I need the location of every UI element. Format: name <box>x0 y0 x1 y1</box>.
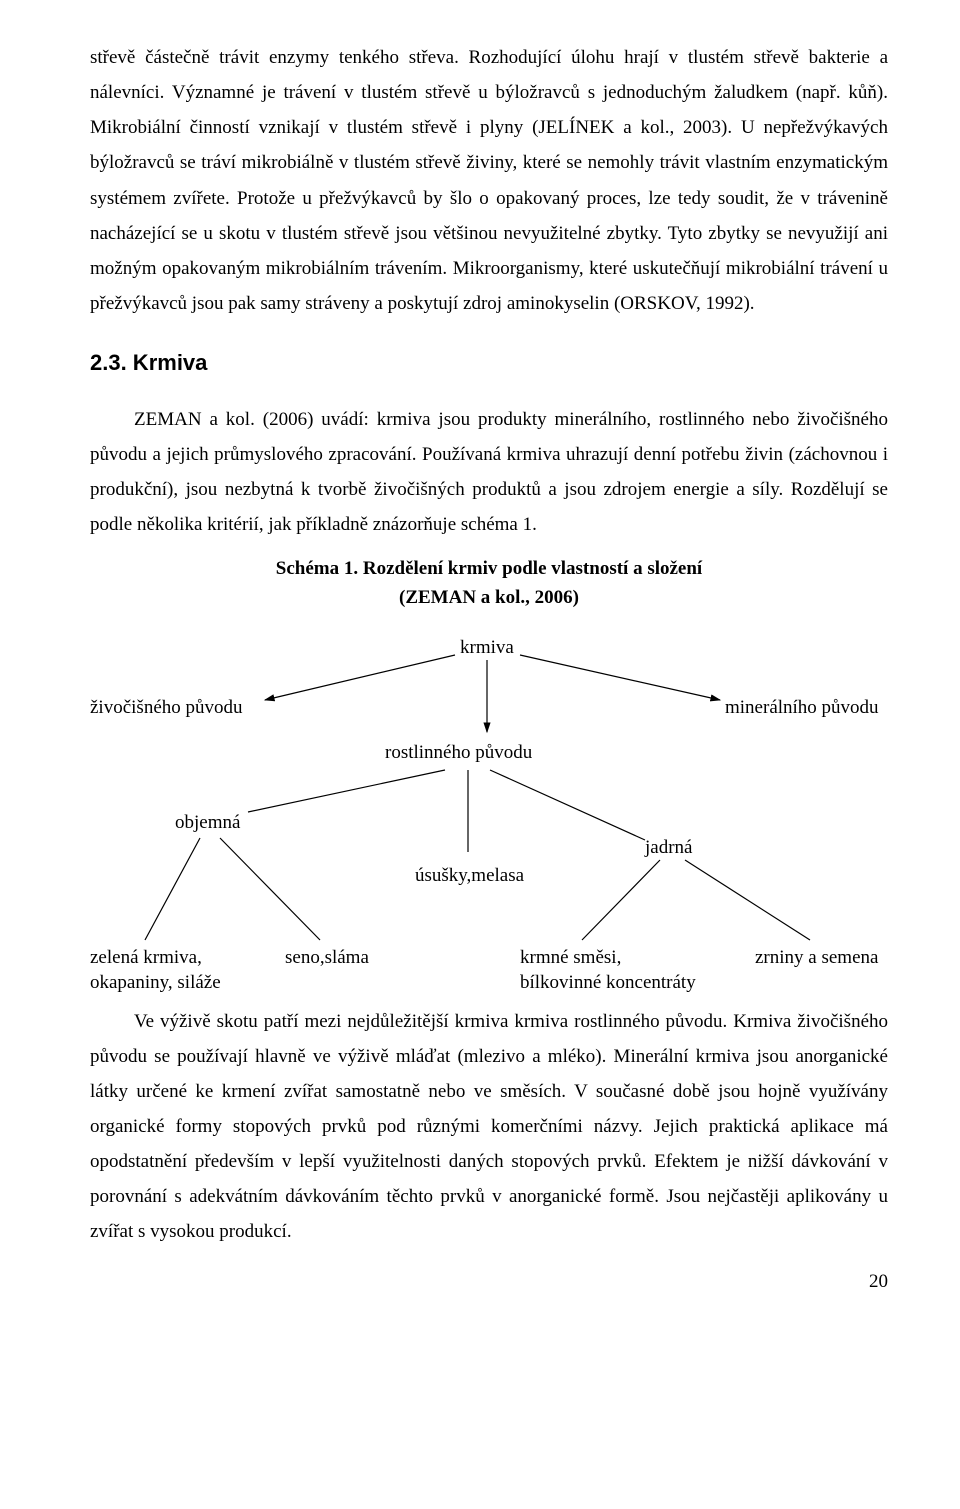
section-heading-krmiva: 2.3. Krmiva <box>90 343 888 384</box>
node-usus: úsušky,melasa <box>415 858 524 893</box>
node-zelena2: okapaniny, siláže <box>90 965 221 1000</box>
node-zivoc: živočišného původu <box>90 690 243 725</box>
node-seno: seno,sláma <box>285 940 369 975</box>
paragraph-intro: střevě částečně trávit enzymy tenkého st… <box>90 40 888 321</box>
edge-objemna-seno <box>220 838 320 940</box>
schema-title: Schéma 1. Rozdělení krmiv podle vlastnos… <box>90 556 888 583</box>
paragraph-krmiva-discussion: Ve výživě skotu patří mezi nejdůležitějš… <box>90 1004 888 1250</box>
node-jadrna: jadrná <box>645 830 692 865</box>
edge-rostl-jadrna <box>490 770 645 840</box>
edge-rostl-objemna <box>248 770 445 812</box>
edge-krmiva-miner <box>520 655 720 700</box>
edge-jadrna-krmsm <box>582 860 660 940</box>
node-rostl: rostlinného původu <box>385 735 532 770</box>
edge-krmiva-zivoc <box>265 655 455 700</box>
schema-diagram: krmiva živočišného původu rostlinného pů… <box>90 620 888 1000</box>
edge-jadrna-zrniny <box>685 860 810 940</box>
node-krmsm2: bílkovinné koncentráty <box>520 965 696 1000</box>
node-miner: minerálního původu <box>725 690 879 725</box>
edge-objemna-zelena <box>145 838 200 940</box>
node-objemna: objemná <box>175 805 240 840</box>
schema-subtitle: (ZEMAN a kol., 2006) <box>90 585 888 612</box>
page-number: 20 <box>90 1264 888 1299</box>
node-zrniny: zrniny a semena <box>755 940 878 975</box>
node-krmiva: krmiva <box>460 630 514 665</box>
paragraph-krmiva-intro: ZEMAN a kol. (2006) uvádí: krmiva jsou p… <box>90 402 888 543</box>
